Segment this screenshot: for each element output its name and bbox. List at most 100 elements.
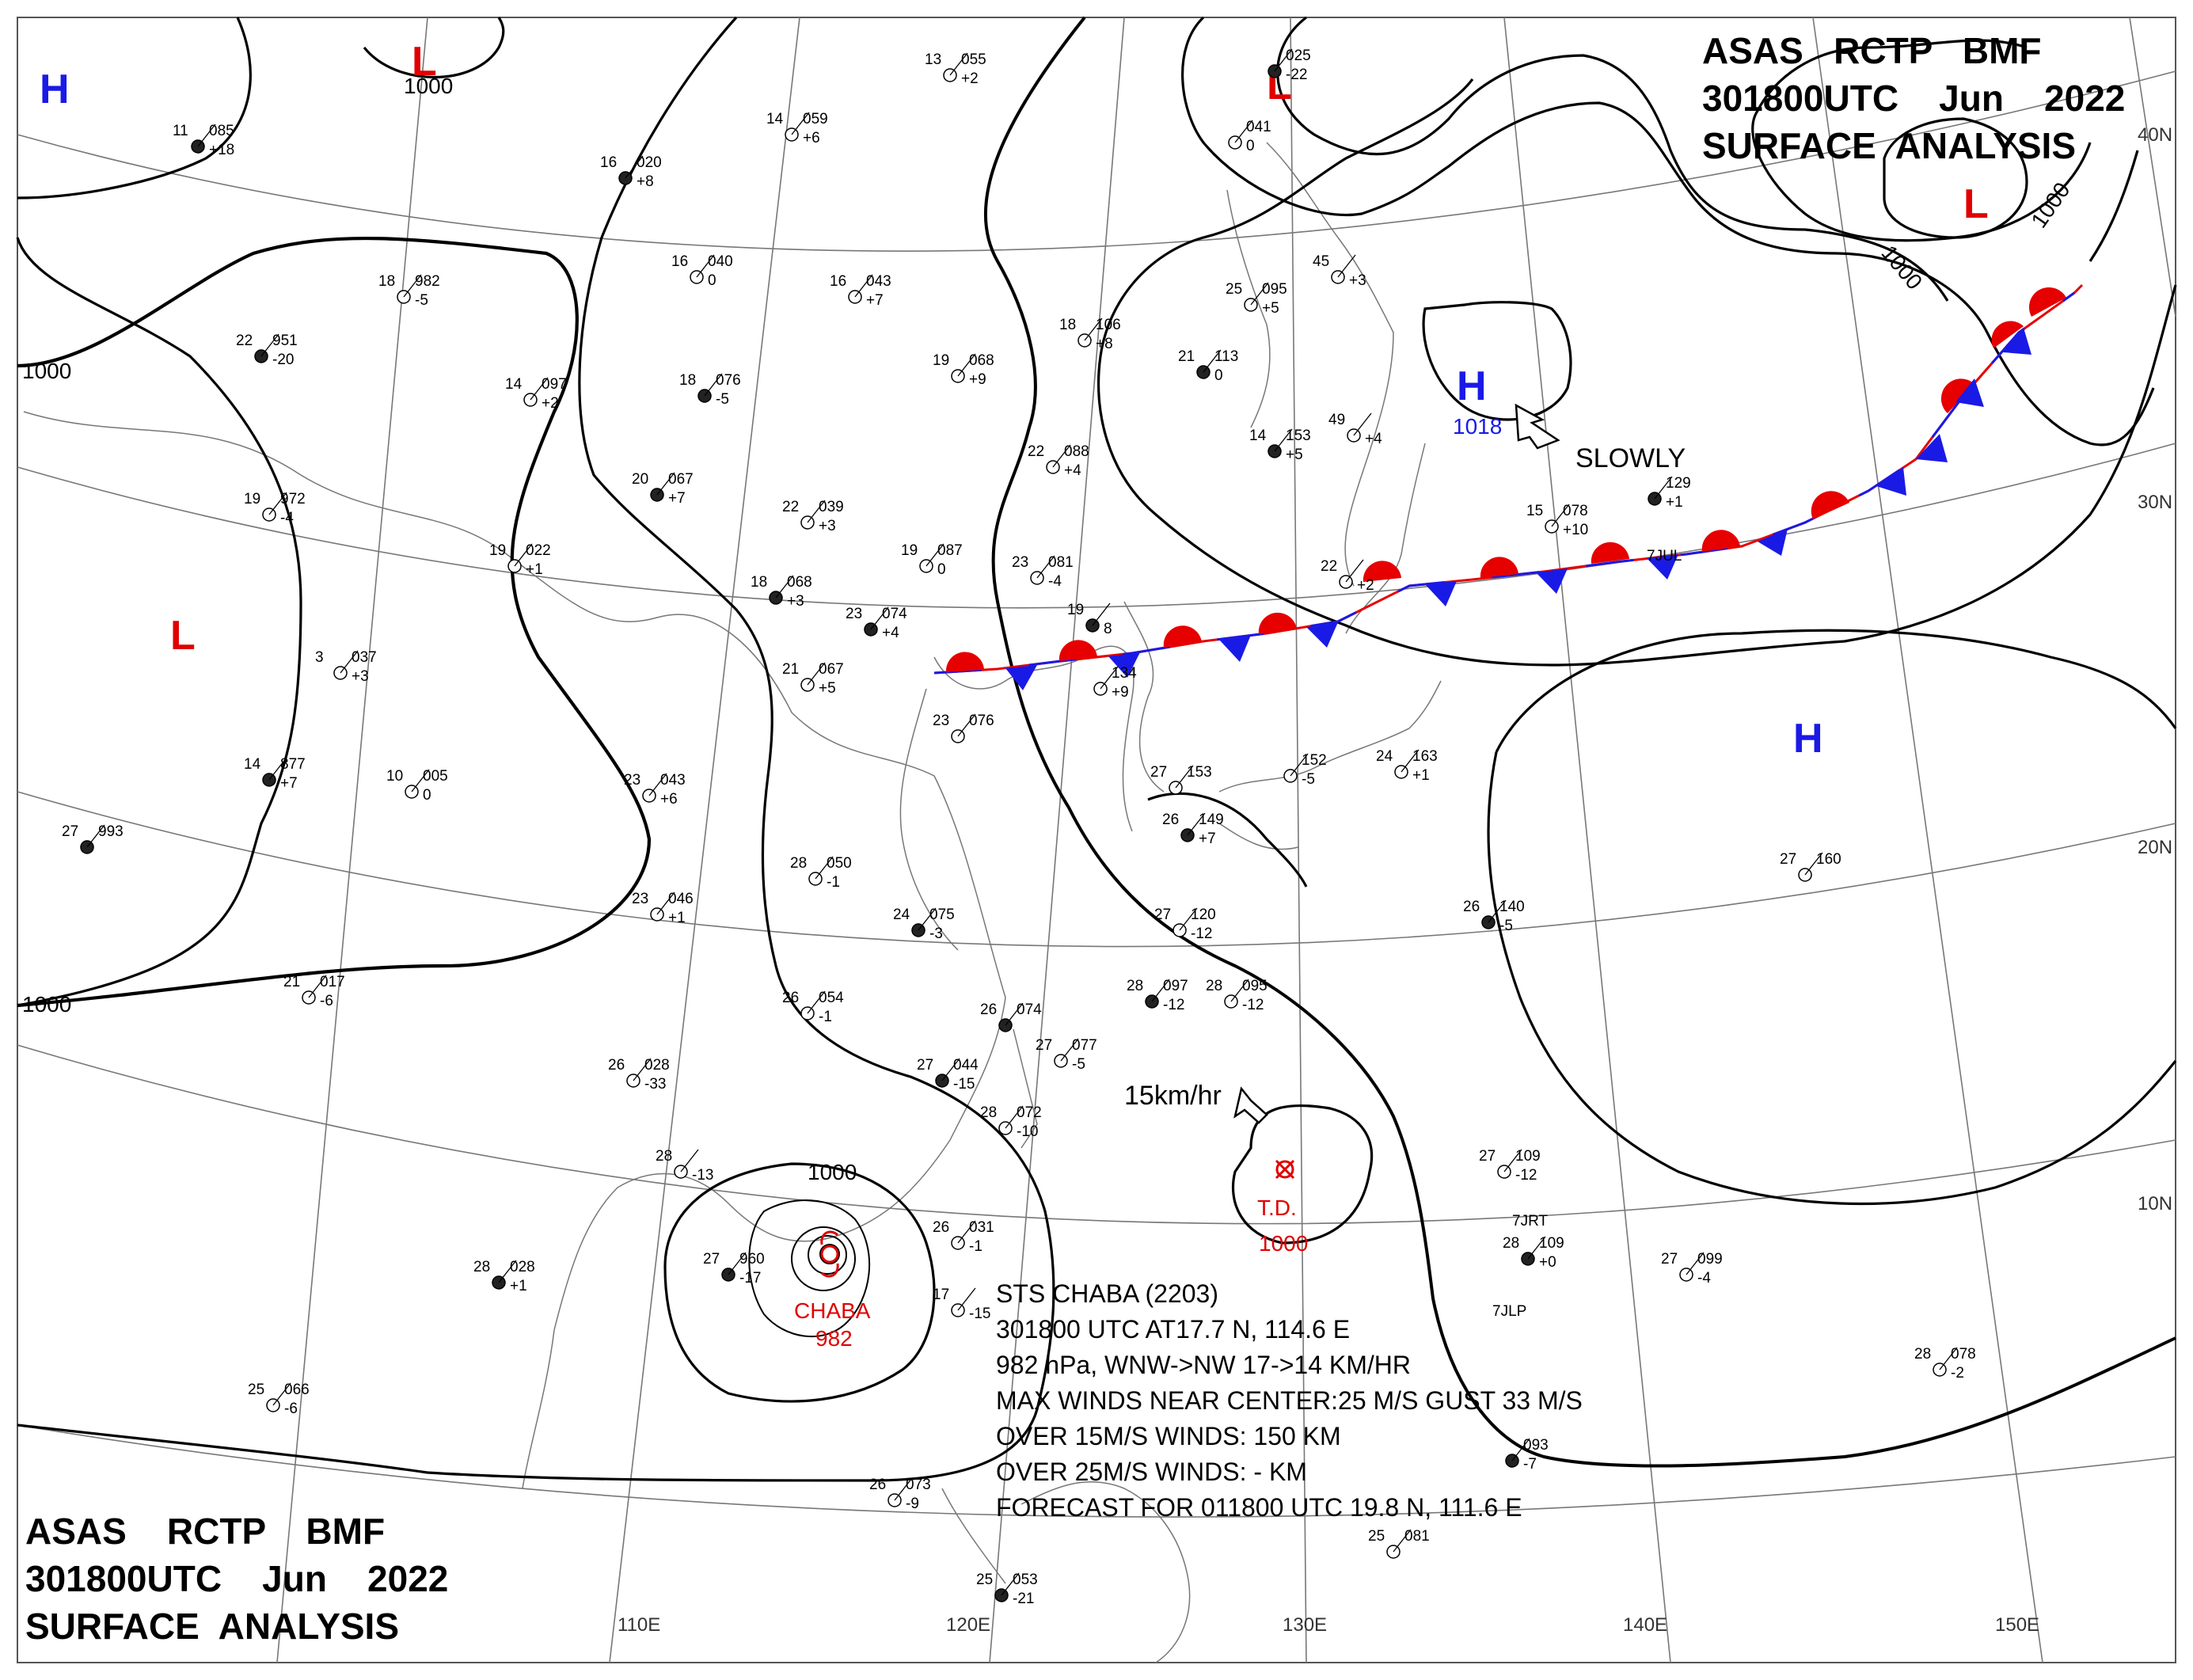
station-plot: 16 020 +8 <box>600 154 662 190</box>
station-pressure: 037 <box>352 649 377 666</box>
station-temperature: 23 <box>1012 554 1028 571</box>
station-tendency: +6 <box>660 791 678 808</box>
station-temperature: 45 <box>1313 253 1329 270</box>
high-center-marker: H <box>1793 716 1823 762</box>
station-temperature: 28 <box>790 855 807 872</box>
station-pressure: 087 <box>937 542 963 559</box>
station-pressure: 044 <box>953 1057 979 1074</box>
station-plot: 27 044 -15 <box>917 1057 979 1093</box>
wind-barb <box>260 333 279 357</box>
station-temperature: 23 <box>846 606 862 622</box>
wind-barb <box>815 856 834 880</box>
station-pressure: 140 <box>1499 899 1525 915</box>
station-plot: 25 066 -6 <box>248 1382 310 1417</box>
station-temperature: 28 <box>1503 1235 1519 1252</box>
wind-barb <box>949 52 968 76</box>
wind-barb <box>1527 1236 1546 1260</box>
station-pressure: 041 <box>1246 119 1271 135</box>
station-temperature: 28 <box>656 1148 672 1165</box>
wind-barb <box>941 1058 960 1081</box>
header-line: SURFACE ANALYSIS <box>1702 125 2076 166</box>
station-pressure: 022 <box>526 542 551 559</box>
station-pressure: 073 <box>906 1477 931 1493</box>
station-tendency: +1 <box>1666 494 1683 511</box>
station-tendency: +3 <box>819 518 836 534</box>
header-top: ASAS RCTP BMF 301800UTC Jun 2022 SURFACE… <box>1702 30 2125 166</box>
station-tendency: +1 <box>1412 767 1430 784</box>
station-temperature: 18 <box>378 273 395 290</box>
station-plot: 27 153 <box>1150 764 1212 795</box>
station-plot: 28 097 -12 <box>1127 978 1188 1013</box>
graticule <box>17 17 2176 1663</box>
station-plot: 3 037 +3 <box>315 649 377 685</box>
station-plot: 27 160 <box>1780 851 1841 882</box>
movement-arrow <box>1515 403 1560 450</box>
station-plot: 27 077 -5 <box>1036 1037 1097 1073</box>
station-plot: 23 043 +6 <box>624 772 686 808</box>
station-pressure: 109 <box>1515 1148 1541 1165</box>
map-frame <box>17 17 2176 1663</box>
grid-label-10n: 10N <box>2138 1193 2172 1214</box>
wind-barb <box>1939 1347 1958 1370</box>
station-plot: 27 109 -12 <box>1479 1148 1541 1184</box>
station-temperature: 15 <box>1526 503 1543 519</box>
typhoon-pressure: 982 <box>815 1326 853 1351</box>
front-label: 7JUL <box>1647 548 1682 564</box>
station-tendency: +7 <box>866 292 884 309</box>
station-temperature: 22 <box>782 499 799 515</box>
station-pressure: 075 <box>929 907 955 923</box>
wind-barb <box>197 124 216 147</box>
station-plot: 27 099 -4 <box>1661 1251 1723 1287</box>
header-line: 301800UTC Jun 2022 <box>1702 78 2125 119</box>
station-pressure: 076 <box>969 713 994 729</box>
station-temperature: 26 <box>782 990 799 1006</box>
station-pressure: 153 <box>1286 428 1311 444</box>
wind-barb <box>1005 1105 1024 1129</box>
station-plot: 19 8 <box>1067 602 1112 637</box>
typhoon-name: CHABA <box>794 1298 871 1323</box>
storm-info-line: STS CHABA (2203) <box>996 1279 1218 1308</box>
station-tendency: +9 <box>1112 684 1129 701</box>
station-plot: 26 054 -1 <box>782 990 844 1025</box>
station-tendency: -4 <box>280 510 294 526</box>
station-plot: 19 972 -4 <box>244 491 306 526</box>
station-temperature: 28 <box>1206 978 1222 994</box>
station-tendency: -12 <box>1191 926 1212 942</box>
station-tendency: -1 <box>969 1238 982 1255</box>
station-pressure: 097 <box>1163 978 1188 994</box>
station-pressure: 039 <box>819 499 844 515</box>
station-temperature: 24 <box>893 907 910 923</box>
typhoon-symbol <box>820 1230 839 1278</box>
station-tendency: -5 <box>1499 918 1513 934</box>
movement-label-slowly: SLOWLY <box>1575 443 1686 473</box>
station-temperature: 16 <box>830 273 846 290</box>
station-pressure: 067 <box>819 661 844 678</box>
station-pressure: 951 <box>272 333 298 349</box>
wind-barb <box>403 274 422 298</box>
station-temperature: 28 <box>980 1104 997 1121</box>
isobar-label: 1000 <box>22 992 71 1017</box>
station-pressure: 017 <box>320 974 345 990</box>
header-line: 301800UTC Jun 2022 <box>25 1558 448 1599</box>
station-tendency: -2 <box>1951 1365 1964 1382</box>
storm-info-line: MAX WINDS NEAR CENTER:25 M/S GUST 33 M/S <box>996 1386 1583 1415</box>
header-bottom: ASAS RCTP BMF 301800UTC Jun 2022 SURFACE… <box>25 1511 448 1647</box>
station-temperature: 25 <box>976 1572 993 1588</box>
station-tendency: +0 <box>1539 1254 1556 1271</box>
station-temperature: 26 <box>980 1002 997 1018</box>
station-plot: 093-7 <box>1505 1437 1549 1473</box>
station-plot: 27 120 -12 <box>1154 907 1216 942</box>
low-center-marker: L <box>1963 181 1989 227</box>
station-tendency: -17 <box>739 1270 761 1287</box>
station-plot: 17 -15 <box>933 1287 990 1322</box>
station-plot: 10 005 0 <box>386 768 448 804</box>
station-plot: 18 106 +8 <box>1059 317 1121 352</box>
station-temperature: 27 <box>1036 1037 1052 1054</box>
station-tendency: -5 <box>1302 771 1315 788</box>
station-temperature: 19 <box>1067 602 1084 618</box>
station-plot: 15 078 +10 <box>1526 503 1588 538</box>
station-pressure: 134 <box>1112 665 1137 682</box>
station-tendency: -7 <box>1523 1456 1537 1473</box>
station-plot: 28 072 -10 <box>980 1104 1042 1140</box>
